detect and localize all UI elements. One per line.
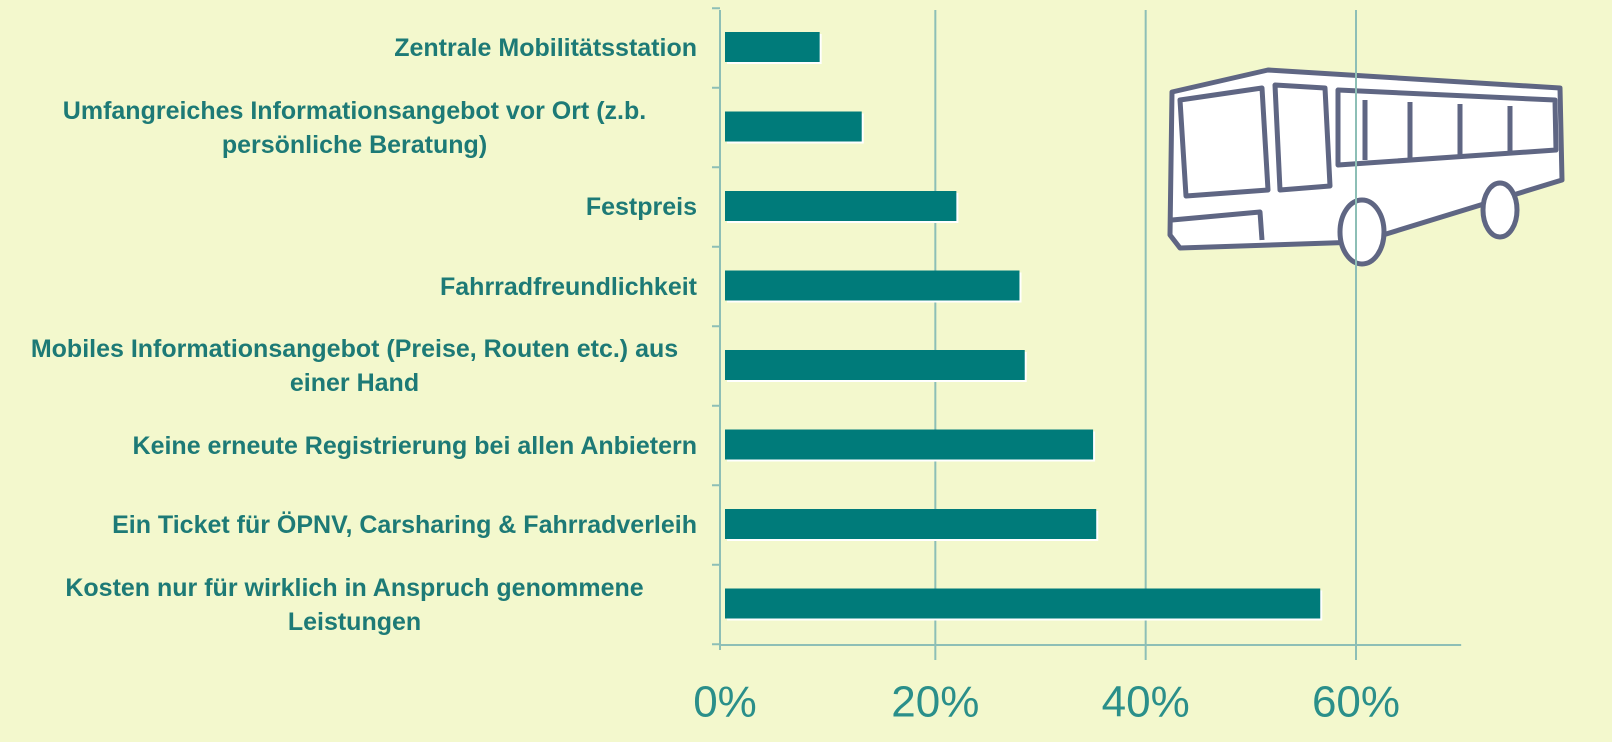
bar: [725, 430, 1093, 460]
bar: [725, 589, 1320, 619]
y-tick-label: Kosten nur für wirklich in Anspruch geno…: [12, 571, 697, 639]
bar: [725, 112, 862, 142]
y-tick-label: Zentrale Mobilitätsstation: [394, 31, 697, 65]
bar: [725, 350, 1025, 380]
y-tick-label: Fahrradfreundlichkeit: [440, 270, 697, 304]
bar: [725, 191, 956, 221]
x-tick-label: 40%: [1102, 678, 1190, 727]
y-tick-label: Keine erneute Registrierung bei allen An…: [133, 429, 697, 463]
x-tick-label: 60%: [1312, 678, 1400, 727]
y-tick-label: Ein Ticket für ÖPNV, Carsharing & Fahrra…: [112, 508, 697, 542]
y-tick-label: Mobiles Informationsangebot (Preise, Rou…: [12, 332, 697, 400]
bus-illustration: [1170, 70, 1562, 264]
bar: [725, 509, 1096, 539]
page: 0%20%40%60% (() => { const data = JSON.p…: [0, 0, 1612, 742]
bar: [725, 32, 820, 62]
x-tick-label: 20%: [891, 678, 979, 727]
bar: [725, 271, 1019, 301]
y-tick-label: Umfangreiches Informationsangebot vor Or…: [12, 94, 697, 162]
x-tick-label: 0%: [693, 678, 757, 727]
y-tick-label: Festpreis: [586, 190, 697, 224]
